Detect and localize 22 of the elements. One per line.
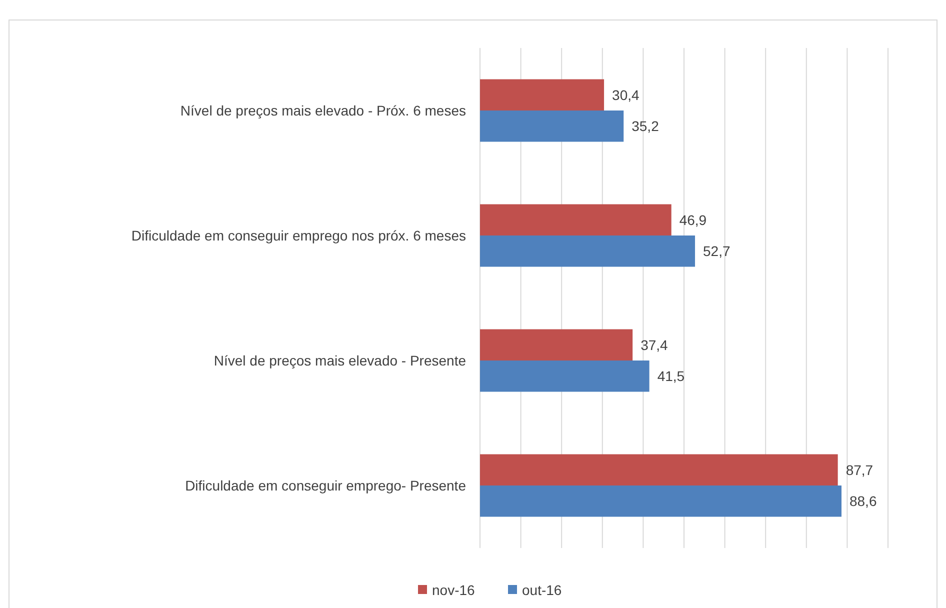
- bar: [480, 360, 650, 392]
- data-label: 87,7: [846, 462, 874, 478]
- bar: [480, 79, 604, 110]
- data-label: 41,5: [657, 368, 685, 384]
- data-label: 35,2: [632, 118, 660, 134]
- y-tick-label: Dificuldade em conseguir emprego- Presente: [185, 477, 466, 494]
- data-label: 46,9: [679, 212, 707, 228]
- y-tick-label: Nível de preços mais elevado - Próx. 6 meses: [180, 102, 466, 118]
- data-label: 30,4: [612, 86, 640, 103]
- bar: [480, 454, 838, 486]
- data-label: 88,6: [849, 493, 877, 510]
- data-label: 37,4: [640, 336, 668, 353]
- legend-label: nov-16: [432, 582, 476, 598]
- bar: [480, 486, 842, 517]
- bar: [480, 236, 696, 267]
- y-tick-label: Dificuldade em conseguir emprego nos próx. 6 meses: [131, 227, 466, 244]
- bar: [480, 110, 624, 142]
- bar: [480, 204, 672, 236]
- data-label: 52,7: [703, 243, 730, 260]
- y-tick-label: Nível de preços mais elevado - Presente: [214, 352, 466, 368]
- bar: [480, 329, 633, 360]
- legend-label: out-16: [522, 582, 562, 598]
